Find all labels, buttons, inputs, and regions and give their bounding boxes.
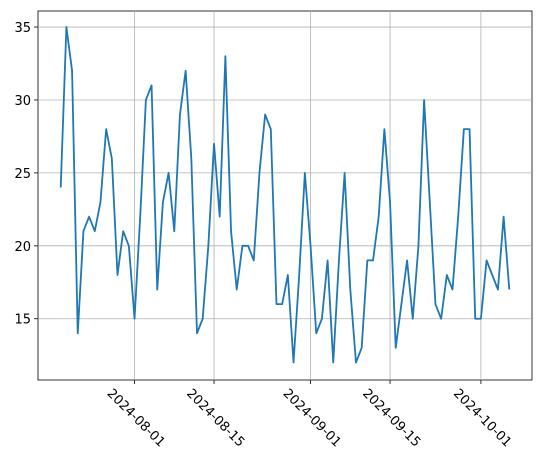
x-tick-label: 2024-10-01 — [450, 386, 514, 450]
data-line — [59, 26, 511, 364]
y-tick-label: 15 — [14, 313, 31, 328]
y-tick-label: 20 — [14, 240, 31, 255]
x-tick-label: 2024-09-01 — [280, 386, 344, 450]
x-tick-label: 2024-09-15 — [359, 386, 423, 450]
y-tick-label: 30 — [14, 94, 31, 109]
y-tick-label: 35 — [14, 21, 31, 36]
x-tick-label: 2024-08-01 — [104, 386, 168, 450]
x-tick-label: 2024-08-15 — [183, 386, 247, 450]
plot-frame — [37, 10, 533, 381]
y-tick-label: 25 — [14, 167, 31, 182]
